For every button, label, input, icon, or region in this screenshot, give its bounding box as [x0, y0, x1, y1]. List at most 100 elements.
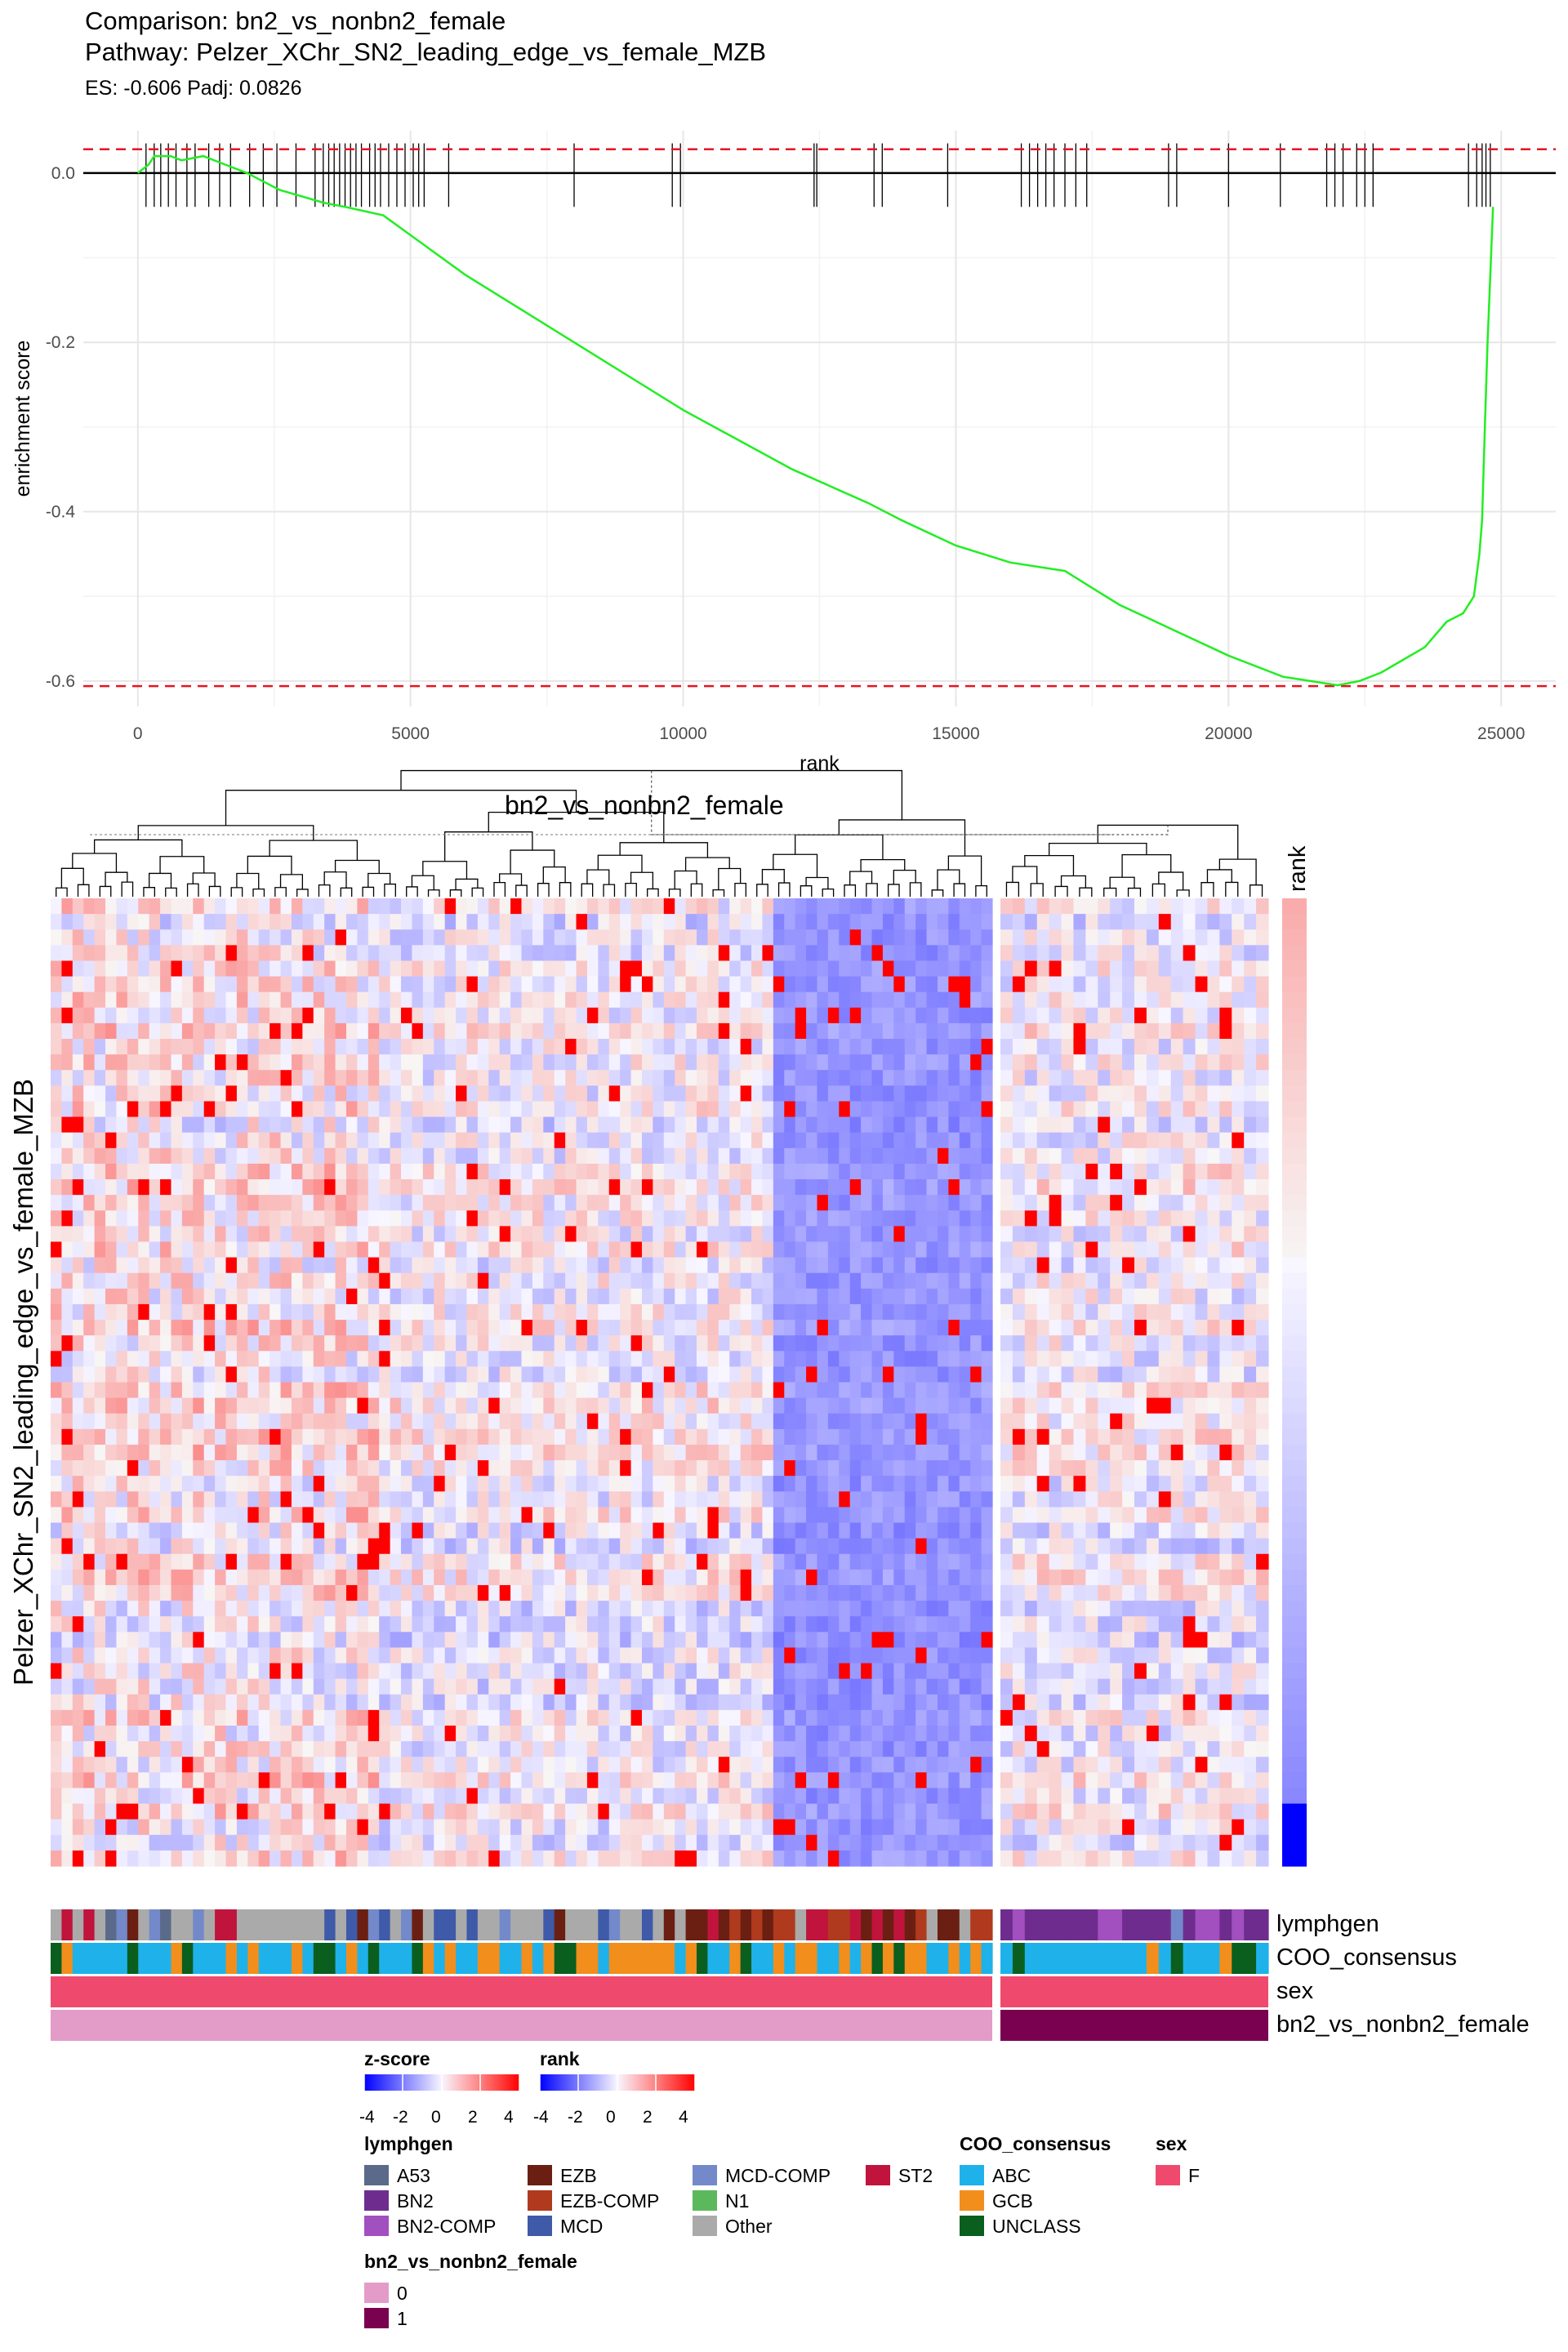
heatmap-cell	[72, 1491, 84, 1508]
heatmap-cell	[762, 914, 774, 930]
heatmap-cell	[1098, 1085, 1111, 1102]
heatmap-cell	[762, 1007, 774, 1024]
heatmap-cell	[225, 1444, 238, 1461]
heatmap-cell	[94, 898, 106, 915]
heatmap-cell	[697, 1460, 709, 1477]
heatmap-cell	[948, 1085, 960, 1102]
heatmap-cell	[1158, 1538, 1172, 1555]
heatmap-cell	[72, 1366, 84, 1383]
heatmap-cell	[1195, 1491, 1209, 1508]
heatmap-cell	[981, 1054, 993, 1071]
heatmap-cell	[181, 1179, 194, 1196]
heatmap-cell	[1195, 1569, 1209, 1586]
heatmap-cell	[1232, 1272, 1245, 1290]
heatmap-cell	[466, 1195, 479, 1211]
heatmap-cell	[1183, 1257, 1196, 1274]
heatmap-cell	[915, 1538, 928, 1555]
heatmap-cell	[675, 1351, 687, 1367]
heatmap-cell	[806, 929, 818, 946]
heatmap-cell	[302, 1101, 314, 1118]
heatmap-cell	[357, 1428, 369, 1446]
heatmap-cell	[160, 929, 172, 946]
heatmap-cell	[740, 1491, 752, 1508]
heatmap-cell	[795, 1257, 807, 1274]
heatmap-cell	[258, 1195, 270, 1211]
heatmap-cell	[1024, 1460, 1038, 1477]
heatmap-cell	[379, 1272, 391, 1290]
heatmap-cell	[422, 976, 434, 993]
heatmap-cell	[412, 1444, 424, 1461]
heatmap-cell	[970, 1085, 982, 1102]
heatmap-cell	[1146, 1241, 1160, 1258]
heatmap-cell	[521, 898, 533, 915]
heatmap-cell	[620, 1101, 632, 1118]
heatmap-cell	[72, 1320, 84, 1336]
heatmap-cell	[1000, 929, 1013, 946]
heatmap-cell	[729, 1351, 742, 1367]
heatmap-cell	[554, 1007, 566, 1024]
heatmap-cell	[1183, 1444, 1196, 1461]
heatmap-cell	[477, 914, 489, 930]
heatmap-cell	[477, 1303, 489, 1321]
heatmap-cell	[258, 1601, 270, 1617]
heatmap-cell	[412, 1584, 424, 1601]
heatmap-cell	[740, 1101, 752, 1118]
heatmap-cell	[641, 1070, 653, 1086]
heatmap-cell	[193, 960, 205, 978]
heatmap-cell	[444, 929, 457, 946]
heatmap-cell	[1207, 1226, 1220, 1243]
heatmap-cell	[401, 1397, 413, 1414]
heatmap-cell	[1036, 1538, 1050, 1555]
heatmap-cell	[1146, 1366, 1160, 1383]
heatmap-cell	[477, 898, 489, 915]
heatmap-cell	[1232, 1195, 1245, 1211]
heatmap-cell	[893, 929, 906, 946]
heatmap-cell	[893, 991, 906, 1009]
heatmap-cell	[620, 1507, 632, 1524]
heatmap-cell	[532, 1351, 544, 1367]
heatmap-cell	[806, 1257, 818, 1274]
heatmap-cell	[258, 1553, 270, 1570]
heatmap-cell	[345, 1553, 358, 1570]
heatmap-cell	[1036, 914, 1050, 930]
heatmap-cell	[861, 1272, 873, 1290]
heatmap-cell	[1012, 1210, 1026, 1227]
heatmap-cell	[1122, 945, 1135, 962]
heatmap-cell	[641, 1538, 653, 1555]
heatmap-cell	[817, 1022, 829, 1040]
heatmap-cell	[795, 1303, 807, 1321]
heatmap-cell	[444, 1303, 457, 1321]
heatmap-cell	[105, 898, 118, 915]
heatmap-cell	[729, 1366, 742, 1383]
heatmap-cell	[379, 1413, 391, 1430]
heatmap-cell	[598, 1195, 610, 1211]
heatmap-cell	[488, 1272, 501, 1290]
heatmap-cell	[598, 976, 610, 993]
heatmap-cell	[871, 1257, 884, 1274]
heatmap-cell	[697, 1210, 709, 1227]
heatmap-cell	[390, 1054, 402, 1071]
heatmap-cell	[948, 1070, 960, 1086]
heatmap-cell	[1085, 1366, 1098, 1383]
heatmap-cell	[729, 1132, 742, 1149]
heatmap-cell	[532, 1444, 544, 1461]
heatmap-cell	[893, 1085, 906, 1102]
heatmap-cell	[203, 1538, 216, 1555]
heatmap-cell	[729, 1007, 742, 1024]
heatmap-cell	[236, 1179, 248, 1196]
heatmap-cell	[1158, 1569, 1172, 1586]
heatmap-cell	[784, 1428, 796, 1446]
heatmap-cell	[697, 1351, 709, 1367]
heatmap-cell	[401, 929, 413, 946]
heatmap-cell	[247, 1476, 260, 1492]
heatmap-cell	[871, 1022, 884, 1040]
heatmap-cell	[849, 1257, 862, 1274]
heatmap-cell	[247, 960, 260, 978]
heatmap-cell	[499, 1538, 511, 1555]
heatmap-cell	[806, 1584, 818, 1601]
heatmap-cell	[302, 914, 314, 930]
heatmap-cell	[127, 1257, 139, 1274]
heatmap-cell	[861, 1022, 873, 1040]
heatmap-cell	[456, 1210, 468, 1227]
heatmap-cell	[171, 1413, 183, 1430]
